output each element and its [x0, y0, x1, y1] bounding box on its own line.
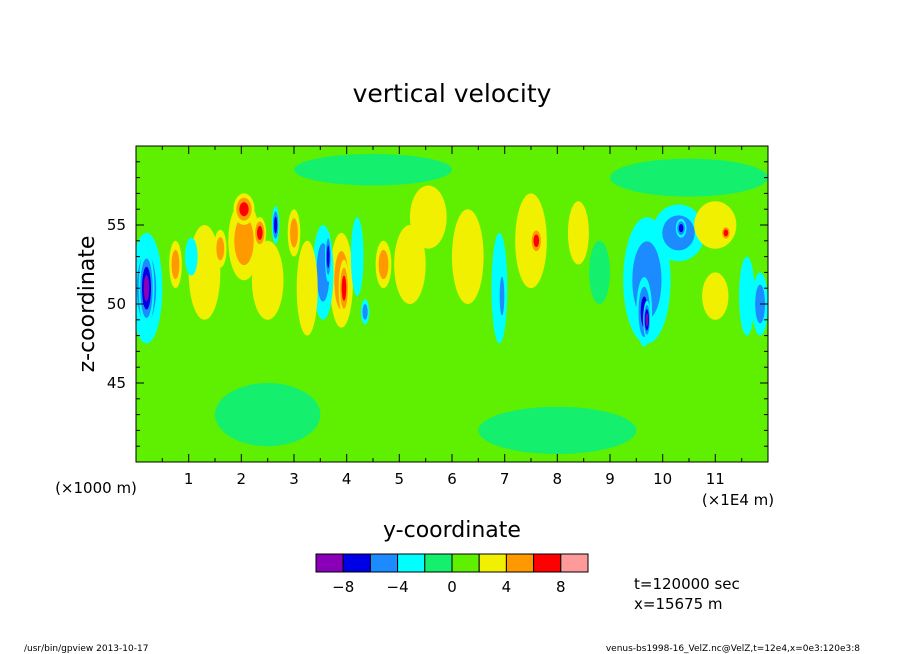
contour-patch — [723, 229, 729, 237]
x-tick-label: 11 — [706, 470, 725, 488]
colorbar-swatch — [451, 553, 480, 573]
colorbar-label: −8 — [332, 578, 354, 596]
contour-patch — [678, 224, 684, 233]
colorbar-label: 4 — [502, 578, 512, 596]
y-tick-label: 55 — [107, 216, 126, 234]
x-tick-label: 2 — [237, 470, 247, 488]
contour-patch — [294, 153, 452, 186]
colorbar-swatch — [397, 553, 426, 573]
contour-patch — [274, 216, 278, 234]
position-annotation: x=15675 m — [634, 595, 723, 613]
x-tick-label: 5 — [395, 470, 405, 488]
x-unit-right: (×1E4 m) — [702, 491, 774, 509]
contour-patch — [739, 256, 755, 336]
contour-patch — [499, 276, 505, 316]
colorbar-swatch — [315, 553, 344, 573]
contour-patch — [452, 209, 484, 304]
y-tick-label: 45 — [107, 374, 126, 392]
contour-patch — [296, 240, 318, 336]
footer-right: venus-bs1998-16_VelZ.nc@VelZ,t=12e4,x=0e… — [606, 644, 860, 654]
contour-patch — [341, 275, 347, 301]
contour-patch — [645, 313, 649, 327]
colorbar-swatch — [424, 553, 453, 573]
contour-patch — [610, 158, 768, 197]
colorbar — [315, 553, 589, 573]
x-tick-label: 8 — [553, 470, 563, 488]
colorbar-labels: −8 −4 0 4 8 — [332, 578, 565, 596]
x-tick-label: 7 — [500, 470, 510, 488]
contour-patch — [362, 304, 368, 320]
contour-patch — [143, 275, 150, 302]
colorbar-label: 0 — [447, 578, 457, 596]
contour-patch — [239, 202, 249, 217]
contour-patch — [409, 185, 447, 249]
colorbar-label: 8 — [556, 578, 566, 596]
contour-field — [136, 153, 768, 455]
contour-patch — [215, 383, 321, 447]
plot-area — [135, 145, 769, 463]
contour-patch — [290, 218, 298, 248]
x-tick-label: 9 — [605, 470, 615, 488]
contour-patch — [251, 240, 284, 320]
axis-ticks — [135, 145, 769, 463]
contour-patch — [378, 249, 389, 280]
contour-patch — [589, 240, 610, 304]
x-tick-label: 4 — [342, 470, 352, 488]
time-annotation: t=120000 sec — [634, 575, 740, 593]
contour-patch — [257, 225, 263, 240]
contour-patch — [702, 272, 729, 320]
footer-left: /usr/bin/gpview 2013-10-17 — [24, 644, 148, 654]
colorbar-swatch — [505, 553, 535, 573]
contour-patch — [694, 201, 737, 249]
contour-patch — [234, 216, 254, 266]
contour-patch — [394, 225, 426, 304]
contour-patch — [478, 406, 637, 455]
contour-patch — [185, 237, 198, 276]
colorbar-swatch — [560, 553, 589, 573]
colorbar-swatch — [533, 553, 562, 573]
colorbar-swatch — [342, 553, 371, 573]
contour-patch — [350, 217, 364, 297]
contour-patch — [533, 234, 540, 248]
contour-patch — [216, 237, 225, 261]
x-axis-label: y-coordinate — [383, 518, 521, 543]
contour-patch — [326, 245, 330, 268]
colorbar-label: −4 — [387, 578, 409, 596]
x-unit-left: (×1000 m) — [55, 479, 137, 497]
contour-patch — [171, 249, 180, 280]
colorbar-swatch — [478, 553, 507, 573]
x-tick-label: 1 — [184, 470, 194, 488]
x-tick-label: 6 — [447, 470, 457, 488]
y-tick-label: 50 — [107, 295, 126, 313]
chart-title: vertical velocity — [353, 79, 552, 108]
x-tick-label: 3 — [289, 470, 299, 488]
colorbar-swatch — [369, 553, 399, 573]
y-axis-label: z-coordinate — [75, 236, 100, 373]
contour-patch — [567, 201, 589, 265]
x-tick-label: 10 — [653, 470, 672, 488]
